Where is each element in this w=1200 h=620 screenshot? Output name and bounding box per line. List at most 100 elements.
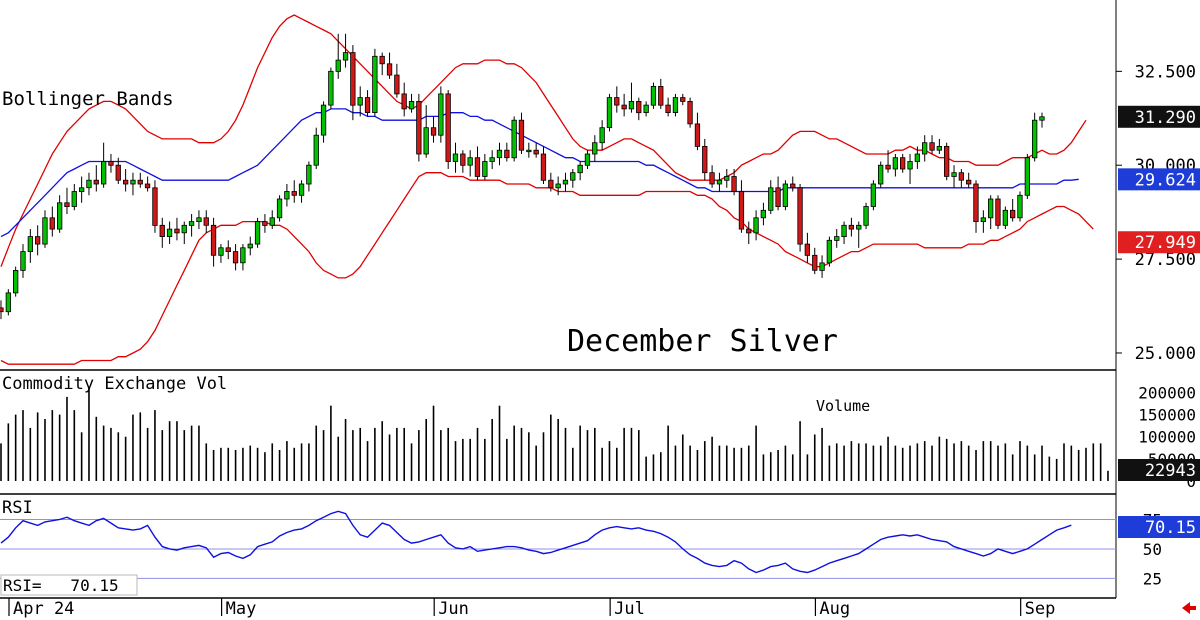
candle <box>790 176 796 192</box>
candle <box>416 93 422 162</box>
candle <box>247 236 253 256</box>
band-upper <box>0 14 1087 267</box>
candle <box>438 86 444 143</box>
candle <box>335 33 341 79</box>
last-price-label: 31.290 <box>1135 108 1196 128</box>
candle <box>526 142 532 158</box>
candle <box>262 214 268 233</box>
candle <box>240 244 246 271</box>
candle <box>606 93 613 132</box>
candle <box>0 300 4 320</box>
candle <box>892 153 898 177</box>
candle <box>401 82 407 117</box>
candle <box>357 86 363 117</box>
candle <box>123 168 129 192</box>
candle <box>731 168 737 196</box>
bollinger-bands <box>0 14 1094 365</box>
volume-tick-label: 200000 <box>1138 383 1196 402</box>
price-axis: 32.50030.00027.50025.00031.29029.62427.9… <box>1116 62 1200 364</box>
red-arrow-left-icon <box>1182 602 1196 614</box>
candle <box>408 93 415 113</box>
volume-bars <box>0 388 1109 481</box>
candle <box>79 176 85 203</box>
candle <box>533 142 539 158</box>
upper-band-label-box <box>1118 231 1200 254</box>
candle <box>460 150 466 173</box>
candle <box>599 120 605 151</box>
price-tick-label: 27.500 <box>1135 250 1196 270</box>
candle <box>232 244 239 271</box>
rsi-series <box>0 510 1072 574</box>
candle <box>423 105 429 158</box>
candle <box>966 172 972 188</box>
candle <box>1002 206 1008 230</box>
date-label: Jul <box>614 599 645 619</box>
candle <box>819 255 825 278</box>
date-label: Aug <box>819 599 850 619</box>
candle <box>592 135 598 162</box>
candle <box>12 266 19 297</box>
date-label: Jun <box>438 599 469 619</box>
candle <box>445 90 451 169</box>
candle <box>64 187 70 215</box>
rsi-panel: 75502570.15 RSI RSI= 70.15 <box>0 498 1200 596</box>
middle-band-label-box <box>1118 168 1200 191</box>
volume-tick-label: 150000 <box>1138 406 1196 425</box>
candle <box>452 142 459 173</box>
candle <box>27 229 34 263</box>
candle <box>372 48 378 117</box>
rsi-tick-label: 50 <box>1143 540 1162 559</box>
candle <box>643 101 649 117</box>
candle <box>768 180 774 215</box>
rsi-last-box <box>1118 516 1200 538</box>
candle <box>672 93 679 117</box>
date-label: Apr 24 <box>13 599 74 619</box>
candle <box>724 168 730 188</box>
date-label: Sep <box>1025 599 1056 619</box>
date-axis: Apr 24 May Jun Jul Aug Sep <box>8 598 1056 619</box>
candle <box>812 247 818 275</box>
candle <box>1010 199 1016 222</box>
candle <box>885 150 891 173</box>
upper-band-label: 27.949 <box>1135 233 1196 253</box>
candle <box>210 217 217 267</box>
candle <box>467 150 473 177</box>
candle <box>35 225 41 256</box>
candle <box>196 210 202 230</box>
candle <box>71 184 77 211</box>
candle <box>57 195 63 233</box>
rsi-tick-label: 25 <box>1143 569 1162 588</box>
last-volume-box <box>1118 459 1200 481</box>
last-price-label-box <box>1118 105 1200 128</box>
candle <box>364 90 371 117</box>
date-label: May <box>226 599 257 619</box>
candle <box>474 146 481 181</box>
volume-axis: 20000015000010000050000022943 <box>1118 383 1200 491</box>
candle <box>929 135 935 154</box>
chart-title: December Silver <box>567 324 838 359</box>
price-tick-label: 25.000 <box>1135 344 1196 364</box>
candle <box>203 210 209 233</box>
candle <box>753 210 759 241</box>
candle <box>342 33 349 68</box>
candle <box>650 82 657 109</box>
candle <box>804 232 810 263</box>
price-panel: 32.50030.00027.50025.00031.29029.62427.9… <box>0 14 1200 365</box>
candle <box>848 217 854 237</box>
candle <box>174 217 180 241</box>
candle <box>284 184 290 207</box>
candle <box>276 195 283 222</box>
candle <box>628 82 635 113</box>
candle <box>584 150 591 169</box>
candle <box>328 67 334 109</box>
candle <box>313 127 319 169</box>
candle <box>298 180 305 203</box>
candle <box>716 172 723 192</box>
candle <box>225 240 231 260</box>
rsi-last-label: 70.15 <box>1145 518 1196 538</box>
candle <box>797 184 803 252</box>
candle <box>482 153 488 181</box>
band-lower <box>0 172 1094 365</box>
